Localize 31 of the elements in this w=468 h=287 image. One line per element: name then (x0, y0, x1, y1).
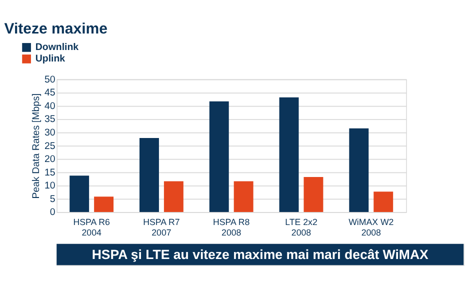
chart-title: Viteze maxime (4, 20, 108, 38)
y-axis-title: Peak Data Rates [Mbps] (31, 93, 42, 199)
x-tick-label: HSPA R7 2007 (143, 216, 180, 238)
bar (209, 101, 229, 212)
y-tick-label: 10 (44, 180, 56, 192)
bar (304, 176, 324, 212)
x-tick-label: HSPA R6 2004 (73, 216, 110, 238)
y-tick-label: 0 (50, 207, 56, 218)
y-tick-label: 5 (50, 194, 56, 205)
bar (349, 128, 369, 212)
legend-label: Downlink (35, 42, 80, 54)
y-tick-label: 50 (44, 74, 56, 86)
bar (234, 181, 254, 212)
bar (164, 181, 184, 212)
x-tick-label: HSPA R8 2008 (213, 216, 250, 238)
legend-label: Uplink (35, 54, 66, 65)
y-tick-label: 35 (44, 114, 56, 126)
y-tick-label: 30 (44, 127, 56, 138)
y-tick-label: 25 (44, 140, 56, 152)
bar (279, 97, 299, 212)
y-tick-label: 15 (44, 167, 56, 178)
bar (70, 176, 90, 212)
bar (94, 196, 114, 212)
bar (139, 138, 159, 212)
x-tick-label: WiMAX W2 2008 (348, 216, 394, 238)
text: HSPA şi LTE au viteze maxime mai mari decât WiMAX (92, 246, 429, 262)
x-tick-label: LTE 2x2 2008 (285, 216, 318, 238)
y-tick-label: 40 (44, 100, 56, 112)
y-tick-label: 20 (44, 154, 56, 166)
y-tick-label: 45 (44, 88, 56, 99)
bar (374, 192, 394, 212)
